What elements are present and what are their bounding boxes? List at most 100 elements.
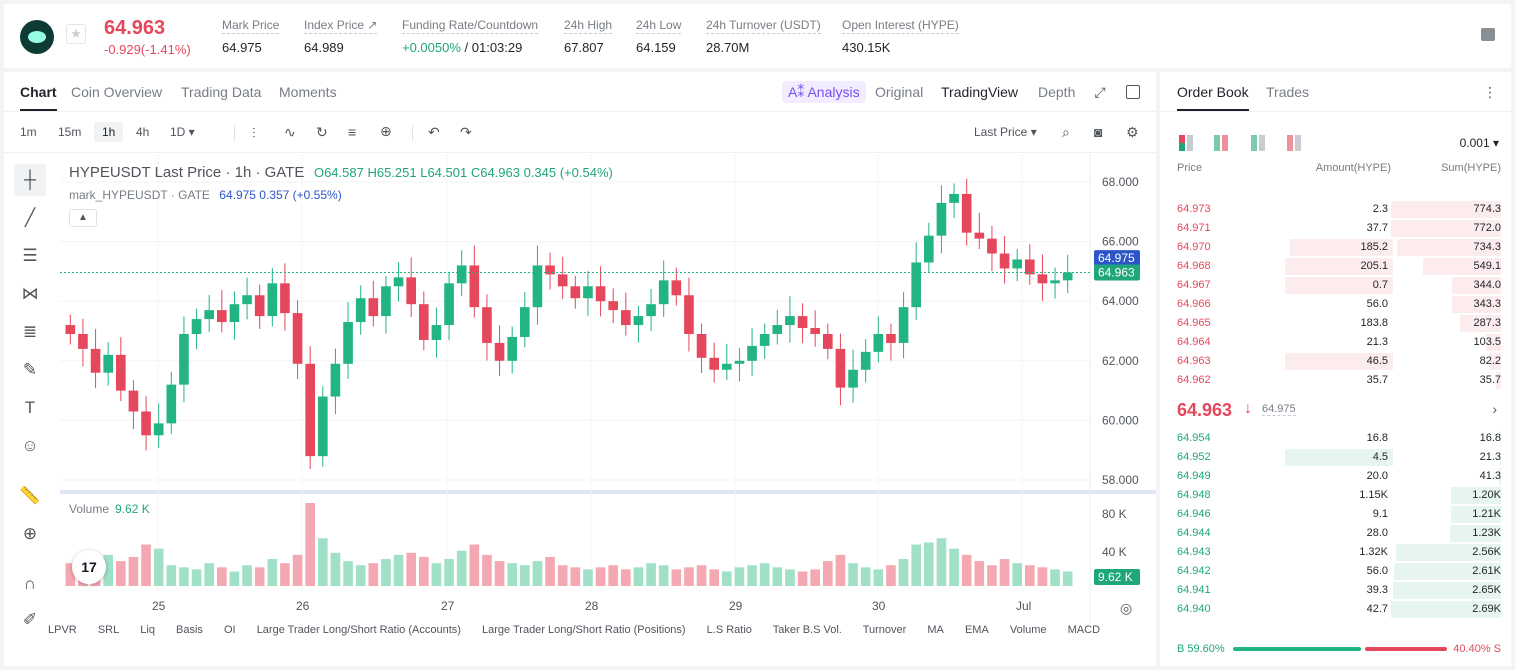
indicator-basis[interactable]: Basis [176, 624, 203, 636]
view-bids-icon[interactable] [1251, 135, 1267, 151]
bid-row[interactable]: 64.948 1.15K 1.20K [1160, 486, 1511, 505]
tab-trading-data[interactable]: Trading Data [181, 84, 262, 100]
ask-row[interactable]: 64.970 185.2 734.3 [1160, 238, 1511, 257]
precision-select[interactable]: 0.001 ▾ [1459, 136, 1499, 150]
indicator-taker-vol[interactable]: Taker B.S Vol. [772, 624, 842, 636]
indicator-lt-positions[interactable]: Large Trader Long/Short Ratio (Positions… [481, 624, 686, 636]
emoji-icon[interactable]: ☺ [21, 436, 39, 455]
tab-tradingview[interactable]: TradingView [941, 84, 1019, 100]
pencil-lock-icon[interactable]: ✐ [22, 610, 38, 629]
order-amount: 37.7 [1366, 222, 1388, 234]
tab-trades[interactable]: Trades [1266, 84, 1310, 100]
amount-bar [1285, 258, 1393, 275]
tab-depth[interactable]: Depth [1038, 84, 1076, 100]
ask-row[interactable]: 64.971 37.7 772.0 [1160, 219, 1511, 238]
bid-row[interactable]: 64.944 28.0 1.23K [1160, 524, 1511, 543]
volume-bar [873, 569, 884, 586]
bid-row[interactable]: 64.943 1.32K 2.56K [1160, 543, 1511, 562]
tab-chart[interactable]: Chart [20, 84, 57, 111]
ask-row[interactable]: 64.963 46.5 82.2 [1160, 352, 1511, 371]
volume-tick-label: 80 K [1102, 507, 1127, 521]
expand-icon[interactable]: ⤢ [1094, 84, 1106, 100]
indicator-bar: LPVR SRL Liq Basis OI Large Trader Long/… [48, 624, 1118, 644]
gear-icon[interactable]: ⚙ [1126, 124, 1139, 140]
tab-moments[interactable]: Moments [279, 84, 337, 100]
indicator-macd[interactable]: MACD [1067, 624, 1101, 636]
bid-row[interactable]: 64.942 56.0 2.61K [1160, 562, 1511, 581]
book-icon[interactable] [1481, 28, 1495, 41]
favorite-star-icon[interactable]: ★ [66, 24, 86, 44]
timeframe-1h[interactable]: 1h [94, 122, 124, 142]
more-icon[interactable]: ⋮ [1483, 84, 1497, 100]
undo-icon[interactable]: ↶ [428, 124, 440, 140]
bid-row[interactable]: 64.954 16.8 16.8 [1160, 429, 1511, 448]
text-icon[interactable]: T [24, 398, 36, 417]
indicator-lt-accounts[interactable]: Large Trader Long/Short Ratio (Accounts) [256, 624, 461, 636]
tab-original[interactable]: Original [875, 84, 924, 100]
chart-plot[interactable]: 68.000 66.000 64.000 62.000 60.000 58.000 80 K… [60, 154, 1156, 666]
indicator-turnover[interactable]: Turnover [862, 624, 907, 636]
search-icon[interactable]: ⌕ [1062, 124, 1070, 140]
indicator-oi[interactable]: OI [224, 624, 236, 636]
ask-row[interactable]: 64.962 35.7 35.7 [1160, 371, 1511, 390]
view-split-icon[interactable] [1214, 135, 1230, 151]
replay-icon[interactable]: ↻ [316, 124, 328, 140]
ask-row[interactable]: 64.966 56.0 343.3 [1160, 295, 1511, 314]
collapse-legend-button[interactable]: ▲ [69, 209, 97, 227]
ask-row[interactable]: 64.967 0.7 344.0 [1160, 276, 1511, 295]
stat-index-price[interactable]: Index Price ↗ 64.989 [304, 18, 378, 55]
volume-bar [507, 563, 517, 586]
view-both-icon[interactable] [1179, 135, 1195, 151]
tab-ai-analysis[interactable]: A⁑ Analysis [782, 81, 866, 103]
chart-tabs: Chart Coin Overview Trading Data Moments… [4, 72, 1156, 112]
timeframe-15m[interactable]: 15m [58, 125, 82, 139]
timeframe-1d[interactable]: 1D ▾ [170, 125, 195, 139]
fib-icon[interactable]: ≣ [22, 322, 38, 341]
candle-type-icon[interactable]: ⫶ [252, 125, 256, 141]
window-icon[interactable] [1126, 85, 1140, 99]
bid-row[interactable]: 64.949 20.0 41.3 [1160, 467, 1511, 486]
price-type-select[interactable]: Last Price ▾ [974, 125, 1037, 139]
ask-row[interactable]: 64.965 183.8 287.3 [1160, 314, 1511, 333]
tradingview-logo-icon[interactable]: 17 [72, 550, 106, 584]
ask-row[interactable]: 64.973 2.3 774.3 [1160, 200, 1511, 219]
indicator-ema[interactable]: EMA [964, 624, 989, 636]
redo-icon[interactable]: ↷ [460, 124, 472, 140]
bid-row[interactable]: 64.952 4.5 21.3 [1160, 448, 1511, 467]
volume-bar [595, 567, 606, 586]
ask-row[interactable]: 64.968 205.1 549.1 [1160, 257, 1511, 276]
ruler-icon[interactable]: 📏 [19, 486, 41, 505]
bid-row[interactable]: 64.941 39.3 2.65K [1160, 581, 1511, 600]
tab-order-book[interactable]: Order Book [1177, 84, 1249, 111]
reset-icon[interactable]: ◎ [1120, 600, 1133, 616]
candle-body [785, 316, 795, 326]
template-icon[interactable]: ≡ [348, 124, 357, 140]
parallel-lines-icon[interactable]: ☰ [22, 246, 38, 265]
view-asks-icon[interactable] [1287, 135, 1303, 151]
camera-icon[interactable]: ◙ [1094, 124, 1103, 140]
indicator-ls-ratio[interactable]: L.S Ratio [706, 624, 752, 636]
ask-row[interactable]: 64.964 21.3 103.5 [1160, 333, 1511, 352]
candle-body [646, 304, 656, 317]
timeframe-1m[interactable]: 1m [20, 125, 37, 139]
brush-icon[interactable]: ✎ [22, 360, 38, 379]
indicator-volume[interactable]: Volume [1009, 624, 1047, 636]
trend-line-icon[interactable]: ╱ [24, 208, 36, 227]
crosshair-icon[interactable]: ┼ [14, 164, 46, 196]
zoom-in-icon[interactable]: ⊕ [22, 524, 38, 543]
bid-row[interactable]: 64.940 42.7 2.69K [1160, 600, 1511, 619]
candlestick-chart[interactable]: 68.000 66.000 64.000 62.000 60.000 58.000 80 K… [60, 154, 1156, 624]
indicator-liq[interactable]: Liq [140, 624, 155, 636]
indicator-lpvr[interactable]: LPVR [48, 624, 77, 636]
chevron-right-icon[interactable]: › [1492, 401, 1497, 417]
indicators-icon[interactable]: ∿ [284, 124, 296, 140]
indicator-ma[interactable]: MA [927, 624, 944, 636]
indicator-srl[interactable]: SRL [97, 624, 120, 636]
pattern-icon[interactable]: ⋈ [21, 284, 39, 303]
add-indicator-icon[interactable]: ⊕ [380, 123, 392, 139]
timeframe-4h[interactable]: 4h [136, 125, 150, 139]
tab-coin-overview[interactable]: Coin Overview [71, 84, 163, 100]
magnet-icon[interactable]: ∩ [23, 574, 37, 593]
bid-row[interactable]: 64.946 9.1 1.21K [1160, 505, 1511, 524]
mark-price-label: 64.975 [1098, 251, 1135, 265]
